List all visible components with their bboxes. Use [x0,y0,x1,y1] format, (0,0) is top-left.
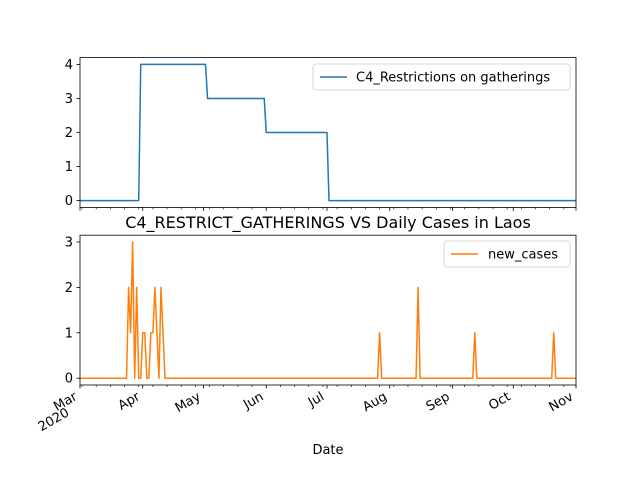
top-series-lines [80,63,576,202]
top-x-ticks [79,207,577,211]
y-tick-label: 1 [65,326,73,341]
top-legend: C4_Restrictions on gatherings [312,63,571,91]
x-tick-year-label: 2020 [36,405,72,435]
x-axis-title: Date [312,443,343,458]
bottom-legend-label: new_cases [488,248,558,263]
top-y-axis: 0 1 2 3 4 [65,58,80,209]
y-tick-label: 3 [65,92,73,107]
series-line-new-cases [80,241,576,379]
y-tick-label: 2 [65,126,73,141]
x-tick-label: May [173,389,204,416]
x-tick-label: Apr [116,389,144,414]
bottom-legend-box [443,240,571,268]
y-tick-label: 2 [65,281,73,296]
x-tick-label: Aug [360,389,389,415]
bottom-plot-frame [79,234,577,386]
bottom-plot: C4_RESTRICT_GATHERINGS VS Daily Cases in… [36,213,577,458]
bottom-y-axis: 0 1 2 3 [65,236,80,387]
top-plot: 0 1 2 3 4 C4_Restrictions on gatherings [65,57,577,211]
x-tick-label: Jul [305,389,327,410]
series-line-c4-restrictions-on-gatherings [80,63,576,202]
x-tick-label: Oct [486,389,513,413]
bottom-legend: new_cases [443,240,571,268]
y-tick-label: 0 [65,372,73,387]
bottom-series-lines [80,241,576,379]
top-legend-box [312,63,571,91]
chart-title: C4_RESTRICT_GATHERINGS VS Daily Cases in… [125,213,531,233]
x-tick-label: Sep [424,389,453,414]
top-legend-label: C4_Restrictions on gatherings [356,71,550,86]
x-tick-label: Jun [240,389,266,413]
y-tick-label: 3 [65,236,73,251]
y-tick-label: 0 [65,194,73,209]
y-tick-label: 4 [65,58,73,73]
y-tick-label: 1 [65,160,73,175]
x-tick-label: Nov [547,389,577,415]
